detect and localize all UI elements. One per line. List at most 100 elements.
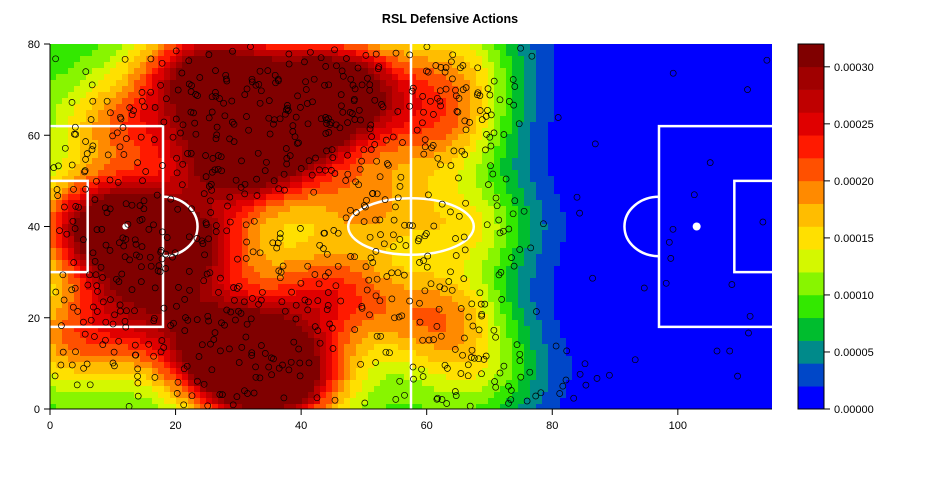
heat-cell [338,134,345,141]
heat-cell [368,80,375,87]
heat-cell [296,56,303,63]
heat-cell [278,344,285,351]
heat-cell [410,224,417,231]
heat-cell [404,344,411,351]
heat-cell [98,314,105,321]
heat-cell [488,68,495,75]
heat-cell [116,152,123,159]
heat-cell [176,146,183,153]
heat-cell [218,302,225,309]
heat-cell [494,248,501,255]
heat-cell [368,248,375,255]
heat-cell [302,134,309,141]
heat-cell [128,170,135,177]
heat-cell [200,188,207,195]
heat-cell [326,320,333,327]
heat-cell [482,362,489,369]
heat-cell [338,356,345,363]
heat-cell [128,356,135,363]
heat-cell [296,254,303,261]
heat-cell [518,218,525,225]
heat-cell [116,314,123,321]
heat-cell [206,296,213,303]
heat-cell [338,200,345,207]
heat-cell [380,278,387,285]
heat-cell [278,332,285,339]
heat-cell [338,50,345,57]
heat-cell [272,290,279,297]
heat-cell [302,350,309,357]
heat-cell [62,338,69,345]
heat-cell [362,332,369,339]
heat-cell [440,398,447,405]
heat-cell [266,206,273,213]
heat-cell [164,134,171,141]
heat-cell [326,104,333,111]
heat-cell [110,134,117,141]
heat-cell [476,254,483,261]
heat-cell [398,404,405,409]
heat-cell [140,284,147,291]
heat-cell [338,302,345,309]
heat-cell [536,266,543,273]
heat-cell [248,68,255,75]
heat-cell [242,164,249,171]
heat-cell [314,368,321,375]
heat-cell [410,332,417,339]
heat-cell [284,86,291,93]
heat-cell [242,206,249,213]
heat-cell [98,212,105,219]
heat-cell [512,398,519,405]
heat-cell [308,356,315,363]
heat-cell [260,188,267,195]
heat-cell [422,278,429,285]
heat-cell [422,308,429,315]
heat-cell [374,122,381,129]
heat-cell [440,194,447,201]
heat-cell [380,62,387,69]
heat-cell [182,74,189,81]
heat-cell [62,194,69,201]
heat-cell [308,212,315,219]
heat-cell [350,170,357,177]
heat-cell [398,188,405,195]
heat-cell [158,158,165,165]
heat-cell [326,140,333,147]
heat-cell [62,80,69,87]
heat-cell [506,74,513,81]
heat-cell [338,368,345,375]
heat-cell [332,92,339,99]
heat-cell [350,122,357,129]
heat-cell [452,332,459,339]
heat-cell [530,272,537,279]
heat-cell [296,194,303,201]
heat-cell [224,110,231,117]
heat-cell [296,74,303,81]
heat-cell [74,320,81,327]
heat-cell [62,140,69,147]
heat-cell [500,386,507,393]
heat-cell [506,50,513,57]
heat-cell [128,326,135,333]
heat-cell [230,56,237,63]
heat-cell [224,308,231,315]
heat-cell [494,80,501,87]
heat-cell [104,392,111,399]
heat-cell [194,188,201,195]
heat-cell [398,350,405,357]
heat-cell [446,224,453,231]
heat-cell [236,284,243,291]
heat-cell [530,290,537,297]
heat-cell [218,206,225,213]
heat-cell [440,260,447,267]
heat-cell [338,188,345,195]
heat-cell [518,248,525,255]
heat-cell [242,386,249,393]
heat-cell [350,68,357,75]
heat-cell [80,80,87,87]
heat-cell [128,314,135,321]
heat-cell [164,212,171,219]
heat-cell [164,266,171,273]
heat-cell [386,86,393,93]
heat-cell [524,98,531,105]
